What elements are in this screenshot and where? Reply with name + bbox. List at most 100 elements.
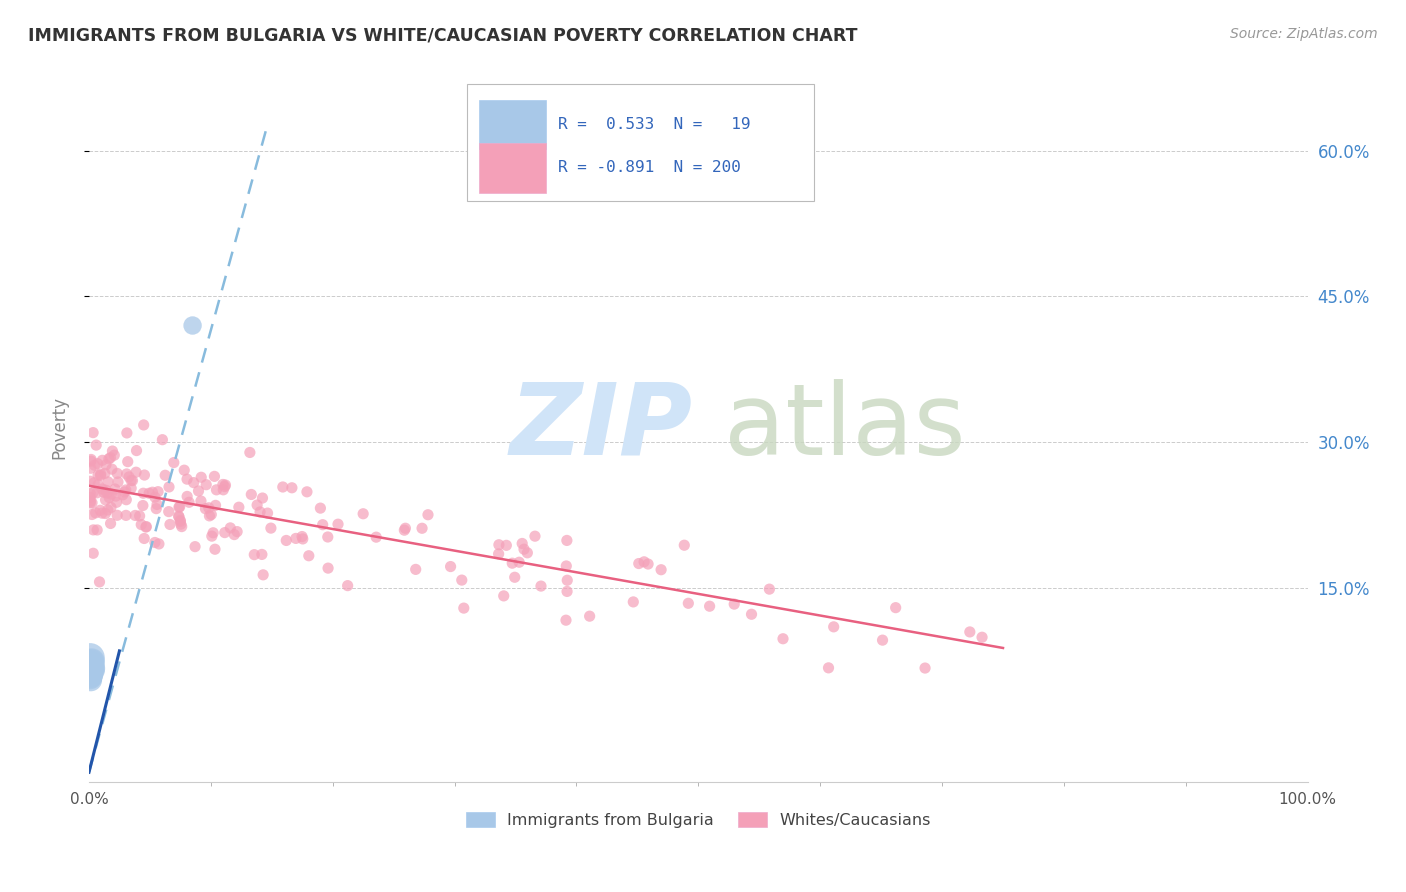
Point xyxy=(79,660,101,674)
Point xyxy=(741,607,763,622)
Point xyxy=(150,433,173,447)
Point xyxy=(129,517,152,532)
Point xyxy=(94,458,117,472)
Point xyxy=(120,481,142,495)
Point xyxy=(198,508,221,523)
Point xyxy=(94,467,117,481)
Point xyxy=(167,509,190,524)
Point xyxy=(555,533,578,548)
Text: atlas: atlas xyxy=(724,379,966,476)
Point xyxy=(190,494,212,508)
Point xyxy=(450,573,472,587)
Point xyxy=(284,532,307,546)
Point xyxy=(699,599,721,614)
Point xyxy=(212,483,235,497)
Point xyxy=(181,318,204,333)
FancyBboxPatch shape xyxy=(479,100,546,149)
Point xyxy=(204,542,226,557)
Point xyxy=(326,517,349,532)
Point xyxy=(204,499,226,513)
Point xyxy=(111,488,134,502)
Point xyxy=(79,475,101,489)
Point xyxy=(80,452,103,467)
Point xyxy=(627,557,650,571)
Point xyxy=(79,670,101,684)
Point xyxy=(87,468,110,483)
Point xyxy=(316,530,339,544)
Point xyxy=(118,470,141,484)
Point xyxy=(311,517,333,532)
Point xyxy=(291,530,314,544)
Point xyxy=(82,546,104,560)
Point xyxy=(79,663,101,677)
Point xyxy=(723,597,745,611)
Point xyxy=(204,469,226,483)
Point xyxy=(79,486,101,500)
Point xyxy=(82,425,104,440)
Point xyxy=(89,468,111,483)
Point xyxy=(115,508,138,523)
Point xyxy=(205,483,228,497)
Text: ZIP: ZIP xyxy=(509,379,692,476)
Point xyxy=(202,525,225,540)
Point xyxy=(121,474,143,488)
Point xyxy=(184,540,207,554)
Point xyxy=(492,589,515,603)
Text: Source: ZipAtlas.com: Source: ZipAtlas.com xyxy=(1230,27,1378,41)
Point xyxy=(163,456,186,470)
Point xyxy=(157,480,180,494)
Point xyxy=(94,483,117,498)
Point xyxy=(115,492,138,507)
Point xyxy=(100,450,122,465)
Point xyxy=(453,601,475,615)
Point xyxy=(100,516,122,531)
Point xyxy=(959,624,981,639)
Point xyxy=(169,515,191,529)
Point xyxy=(488,538,510,552)
Point xyxy=(124,508,146,523)
Point xyxy=(105,467,128,481)
Point xyxy=(117,455,139,469)
Point xyxy=(366,530,388,544)
Point xyxy=(884,600,907,615)
Point xyxy=(104,482,127,496)
Point xyxy=(79,494,101,508)
Point xyxy=(91,453,114,467)
Point xyxy=(200,508,222,522)
Point xyxy=(114,483,136,497)
Point xyxy=(97,475,120,489)
Point xyxy=(80,496,103,510)
Point xyxy=(89,503,111,517)
Point xyxy=(271,480,294,494)
Point xyxy=(82,663,104,677)
Point xyxy=(157,505,180,519)
Point xyxy=(250,548,273,562)
Point xyxy=(98,491,121,505)
Point xyxy=(243,548,266,562)
Point xyxy=(276,533,298,548)
Point xyxy=(219,521,242,535)
Point xyxy=(673,538,696,552)
Point xyxy=(79,496,101,510)
Point xyxy=(135,520,157,534)
Point xyxy=(115,425,138,440)
Point xyxy=(104,489,127,503)
Point xyxy=(93,485,115,500)
Point xyxy=(132,417,155,432)
Point xyxy=(823,620,845,634)
Point xyxy=(197,500,219,515)
Point xyxy=(80,454,103,468)
Point xyxy=(246,498,269,512)
Point xyxy=(80,508,103,522)
Point xyxy=(260,521,283,535)
Point xyxy=(141,485,163,500)
Point xyxy=(84,438,107,452)
Point xyxy=(316,561,339,575)
Point xyxy=(176,490,198,504)
Point xyxy=(103,448,125,462)
Point xyxy=(872,633,894,648)
Point xyxy=(309,501,332,516)
Point xyxy=(138,486,160,500)
Point xyxy=(170,517,193,532)
Point xyxy=(530,579,553,593)
